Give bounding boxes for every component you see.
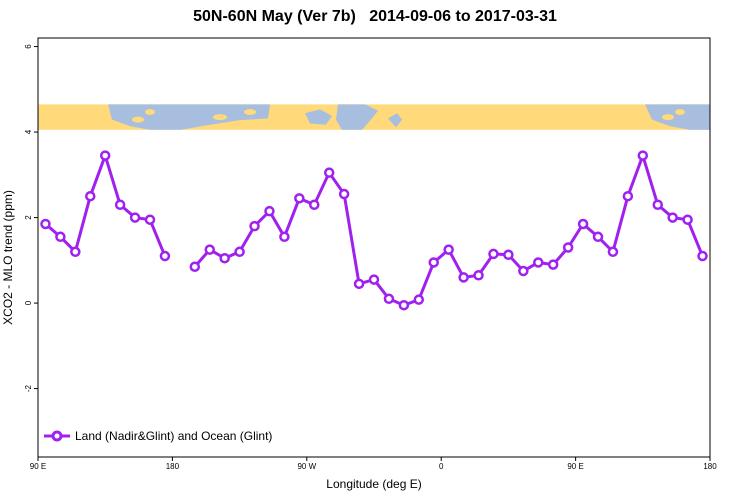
x-tick-label: 180: [166, 462, 180, 471]
x-tick-label: 90 E: [567, 462, 583, 471]
y-axis-title: XCO2 - MLO trend (ppm): [1, 190, 15, 325]
data-point: [189, 261, 201, 272]
y-tick-label: 2: [24, 215, 33, 220]
data-point: [99, 150, 111, 161]
data-point: [55, 231, 66, 243]
y-tick-label: 0: [24, 300, 33, 305]
data-point: [249, 220, 260, 232]
y-axis: 6 4 2 0 -2: [24, 44, 38, 392]
x-tick-label: 90 W: [297, 462, 316, 471]
x-axis-title: Longitude (deg E): [326, 477, 421, 491]
data-point: [667, 212, 678, 223]
data-point: [338, 188, 350, 200]
data-point: [488, 248, 499, 260]
data-point: [443, 244, 454, 255]
data-point: [234, 246, 245, 258]
data-point: [114, 199, 126, 210]
data-point: [562, 242, 574, 253]
data-point: [294, 193, 305, 204]
data-point: [279, 231, 290, 243]
data-point: [264, 205, 275, 217]
data-point: [85, 190, 96, 202]
data-point: [697, 250, 708, 262]
data-point: [458, 272, 469, 283]
map-strip-island: [675, 108, 685, 115]
data-point: [473, 270, 484, 281]
data-point: [40, 218, 51, 230]
data-point: [219, 252, 230, 264]
x-axis: 90 E 180 90 W 0 90 E 180: [30, 457, 717, 471]
x-tick-label: 180: [703, 462, 717, 471]
data-point: [518, 265, 529, 277]
data-point: [577, 218, 589, 230]
data-point: [413, 294, 425, 305]
data-point: [159, 250, 171, 262]
data-point: [129, 212, 141, 223]
data-point: [607, 246, 619, 258]
map-strip-island: [145, 108, 155, 115]
data-point: [503, 249, 514, 261]
data-point: [353, 278, 365, 290]
data-point: [309, 199, 320, 210]
map-strip-ocean: [336, 104, 378, 130]
map-strip-island: [244, 108, 256, 115]
data-point: [682, 214, 693, 225]
data-point: [383, 293, 395, 305]
map-strip-island: [132, 116, 144, 123]
data-point: [428, 257, 439, 268]
map-strip-island: [662, 114, 674, 121]
data-point: [204, 244, 215, 255]
y-tick-label: -2: [24, 384, 33, 392]
data-point: [323, 167, 335, 178]
map-strip-ocean: [305, 109, 332, 125]
data-point: [637, 150, 649, 161]
legend: Land (Nadir&Glint) and Ocean (Glint): [44, 429, 272, 443]
data-point: [70, 246, 81, 258]
map-strip-ocean: [388, 113, 402, 128]
data-point: [622, 190, 634, 202]
world-map-strip: [38, 104, 710, 130]
plot-frame: [37, 37, 711, 458]
map-strip-island: [213, 114, 227, 121]
data-point: [144, 214, 156, 225]
legend-marker: [51, 430, 63, 442]
y-tick-label: 4: [24, 129, 33, 134]
y-tick-label: 6: [24, 44, 33, 49]
legend-label: Land (Nadir&Glint) and Ocean (Glint): [75, 429, 272, 443]
series-layer: [40, 150, 708, 311]
data-point: [368, 274, 380, 285]
data-point: [547, 259, 559, 270]
map-strip-ocean: [645, 104, 710, 130]
chart-title: 50N-60N May (Ver 7b) 2014-09-06 to 2017-…: [193, 8, 557, 25]
data-point: [533, 257, 544, 268]
x-tick-label: 90 E: [30, 462, 46, 471]
x-tick-label: 0: [439, 462, 444, 471]
data-point: [652, 199, 663, 210]
data-point: [398, 299, 410, 311]
data-point: [592, 231, 604, 243]
series-line: [193, 154, 704, 307]
